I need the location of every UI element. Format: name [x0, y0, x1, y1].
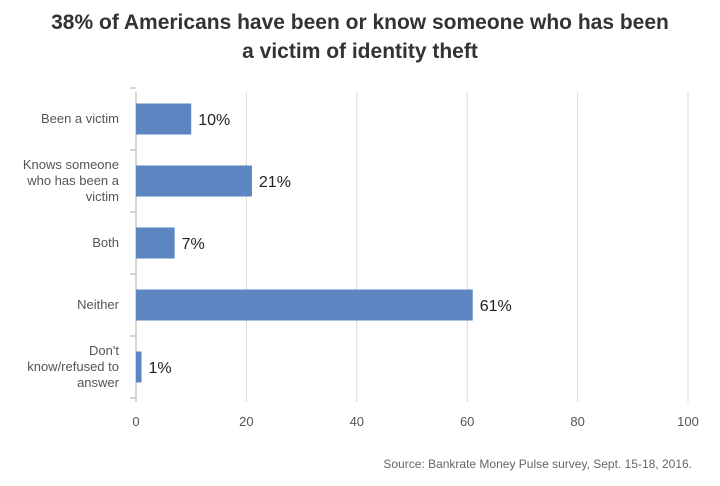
category-label-line: know/refused to: [27, 359, 119, 374]
x-tick-label: 40: [350, 414, 364, 429]
value-label: 1%: [149, 360, 172, 377]
chart-title-line-2: a victim of identity theft: [242, 40, 478, 63]
bar: [136, 103, 192, 135]
category-label-line: victim: [86, 189, 119, 204]
category-label-line: Been a victim: [41, 111, 119, 126]
bars: [136, 103, 473, 383]
category-label-line: Don't: [89, 343, 119, 358]
value-label: 61%: [480, 298, 512, 315]
category-label-line: Both: [92, 235, 119, 250]
category-label: Knows someone who has been a victim: [23, 157, 120, 204]
category-label-line: Knows someone: [23, 157, 119, 172]
category-label-line: answer: [77, 375, 120, 390]
category-label-line: Neither: [77, 297, 120, 312]
value-label: 7%: [182, 236, 205, 253]
x-tick-label: 60: [460, 414, 474, 429]
category-label: Both: [92, 235, 119, 250]
value-labels: 10% 21% 7% 61% 1%: [149, 112, 512, 377]
source-note: Source: Bankrate Money Pulse survey, Sep…: [383, 457, 692, 471]
category-label: Don't know/refused to answer: [27, 343, 119, 390]
x-tick-label: 80: [570, 414, 584, 429]
chart-title: 38% of Americans have been or know someo…: [0, 8, 720, 66]
chart-title-line-1: 38% of Americans have been or know someo…: [51, 11, 669, 34]
category-labels: Been a victim Knows someone who has been a…: [23, 111, 120, 390]
x-tick-label: 100: [677, 414, 699, 429]
value-label: 21%: [259, 174, 291, 191]
bar: [136, 351, 142, 383]
axis-line: [130, 87, 137, 402]
x-tick-labels: 0 20 40 60 80 100: [132, 414, 698, 429]
category-label: Neither: [77, 297, 120, 312]
gridlines: [245, 92, 689, 402]
bar: [136, 289, 473, 321]
category-label: Been a victim: [41, 111, 119, 126]
category-label-line: who has been a: [26, 173, 120, 188]
bar: [136, 227, 175, 259]
x-tick-label: 20: [239, 414, 253, 429]
value-label: 10%: [198, 112, 230, 129]
bar: [136, 165, 252, 197]
x-tick-label: 0: [132, 414, 139, 429]
